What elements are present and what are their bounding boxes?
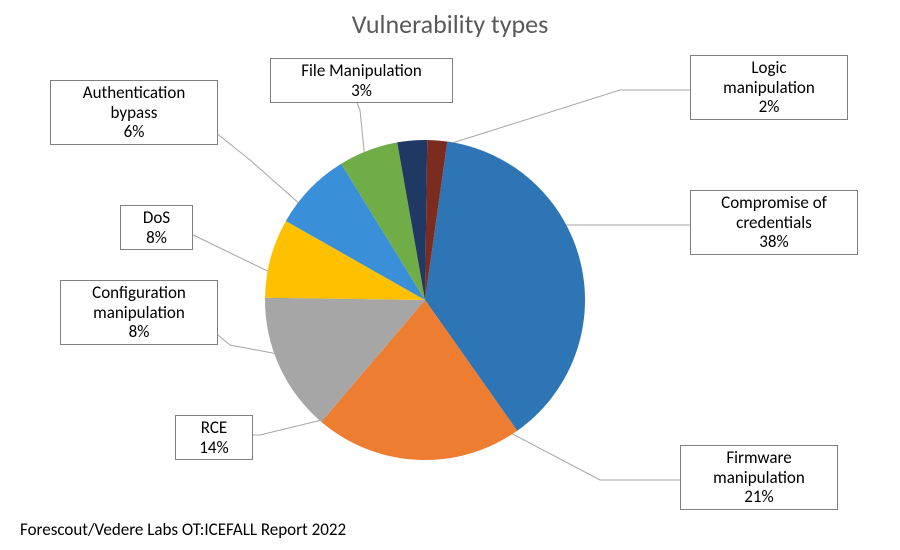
- slice-label-file: File Manipulation 3%: [270, 58, 453, 103]
- pie-svg: [265, 140, 585, 460]
- chart-container: { "title": "Vulnerability types", "title…: [0, 0, 900, 550]
- chart-title: Vulnerability types: [0, 8, 900, 40]
- slice-label-rce: RCE 14%: [175, 415, 253, 460]
- slice-label-logic: Logic manipulation 2%: [690, 55, 848, 120]
- slice-label-firmware: Firmware manipulation 21%: [680, 445, 838, 510]
- pie-chart: [265, 140, 585, 465]
- slice-label-config: Configuration manipulation 8%: [60, 280, 218, 345]
- slice-label-compromise: Compromise of credentials 38%: [690, 190, 858, 255]
- slice-label-dos: DoS 8%: [120, 205, 193, 250]
- slice-label-auth: Authentication bypass 6%: [50, 80, 218, 145]
- source-citation: Forescout/Vedere Labs OT:ICEFALL Report …: [20, 519, 346, 540]
